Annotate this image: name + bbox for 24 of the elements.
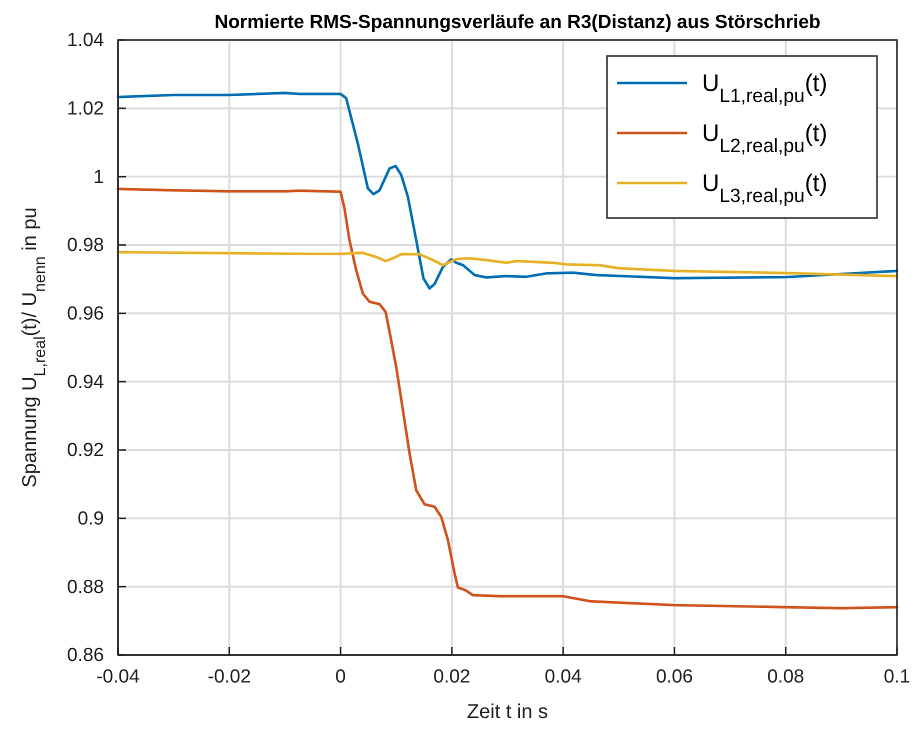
x-tick-label: -0.04 xyxy=(96,666,140,688)
y-tick-label: 0.96 xyxy=(67,303,104,324)
x-tick-label: -0.02 xyxy=(208,666,251,688)
x-tick-label: 0.04 xyxy=(544,666,582,688)
y-tick-label: 1.04 xyxy=(67,30,104,52)
y-tick-label: 0.94 xyxy=(67,372,104,393)
legend-label: U$_{L3,real,pu}$(t) xyxy=(702,170,828,206)
y-tick-label: 0.86 xyxy=(67,645,104,666)
legend-label: U$_{L2,real,pu}$(t) xyxy=(702,120,828,156)
x-tick-label: 0.06 xyxy=(656,666,693,688)
y-tick-label: 1 xyxy=(93,166,104,188)
legend-label: U$_{L1,real,pu}$(t) xyxy=(702,70,828,106)
y-tick-label: 0.9 xyxy=(78,508,104,530)
y-tick-label: 1.02 xyxy=(67,98,104,120)
y-tick-label: 0.98 xyxy=(67,235,104,256)
y-tick-label: 0.92 xyxy=(67,440,104,462)
x-axis-title: Zeit t in s xyxy=(466,701,548,723)
x-tick-label: 0 xyxy=(335,666,346,688)
x-tick-label: 0.1 xyxy=(884,666,910,688)
x-tick-label: 0.08 xyxy=(767,666,804,688)
line-series xyxy=(116,250,898,278)
chart-title: Normierte RMS-Spannungsverläufe an R3(Distanz) aus Störschrieb xyxy=(214,12,821,33)
x-tick-label: 0.02 xyxy=(433,666,470,688)
y-tick-label: 0.88 xyxy=(67,576,104,598)
